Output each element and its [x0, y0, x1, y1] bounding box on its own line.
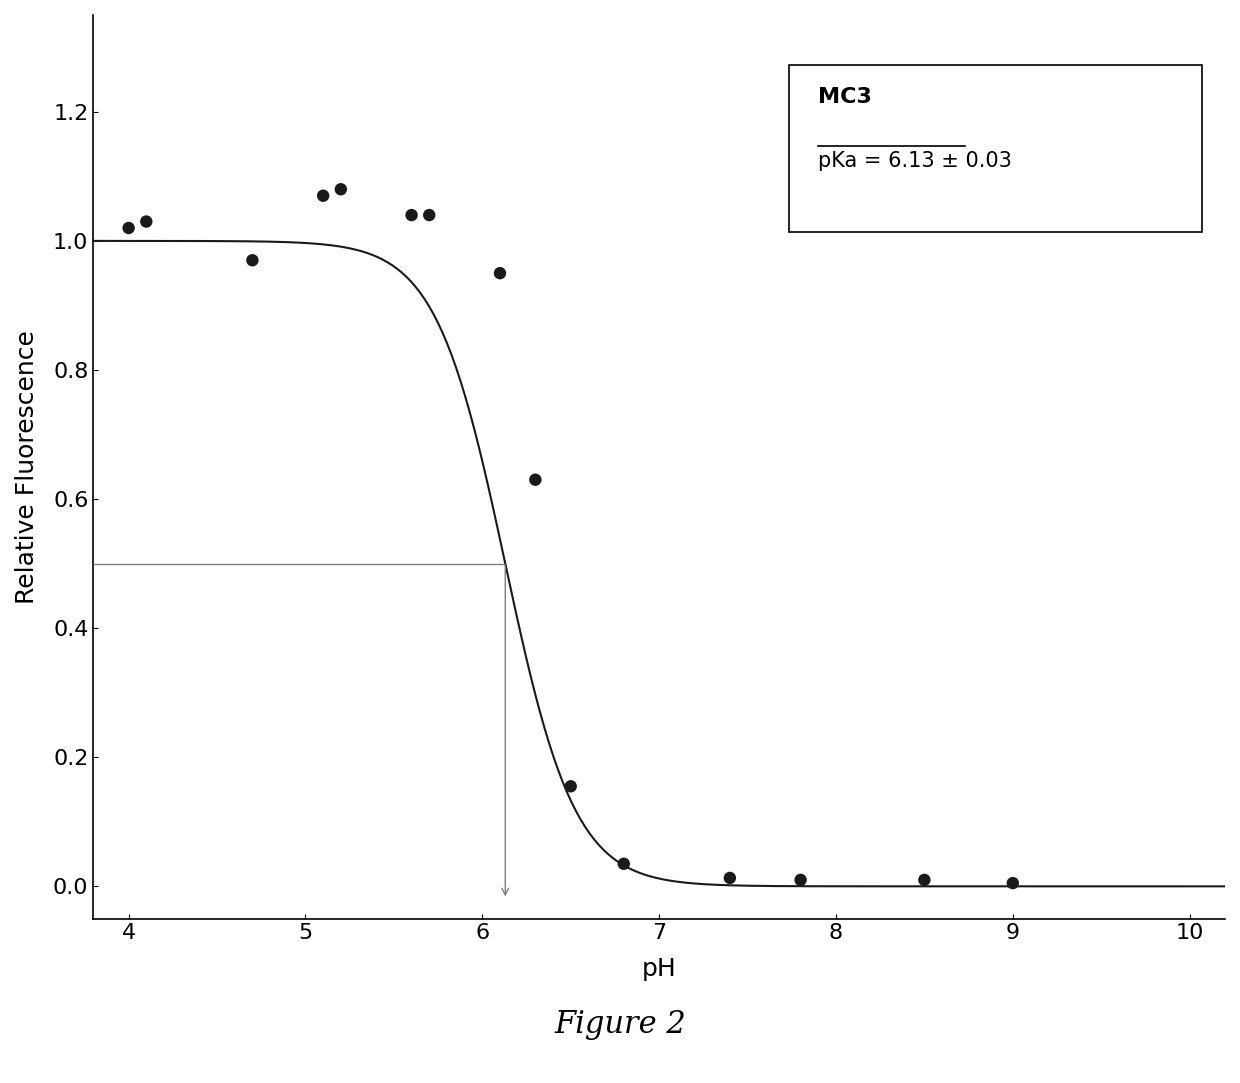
- Text: pKa = 6.13 ± 0.03: pKa = 6.13 ± 0.03: [817, 151, 1012, 170]
- Point: [419, 207, 439, 224]
- Point: [720, 870, 740, 887]
- X-axis label: pH: pH: [642, 957, 677, 981]
- Point: [331, 181, 351, 198]
- Point: [1003, 874, 1023, 891]
- Text: MC3: MC3: [817, 88, 872, 107]
- Point: [791, 871, 811, 888]
- Point: [614, 856, 634, 873]
- Point: [314, 187, 334, 205]
- Point: [560, 778, 580, 795]
- Y-axis label: Relative Fluorescence: Relative Fluorescence: [15, 330, 38, 603]
- Text: Figure 2: Figure 2: [554, 1008, 686, 1040]
- Point: [402, 207, 422, 224]
- Point: [243, 251, 263, 269]
- Point: [490, 264, 510, 282]
- Point: [526, 471, 546, 488]
- Point: [119, 220, 139, 237]
- Point: [136, 213, 156, 231]
- FancyBboxPatch shape: [790, 65, 1203, 232]
- Point: [914, 871, 934, 888]
